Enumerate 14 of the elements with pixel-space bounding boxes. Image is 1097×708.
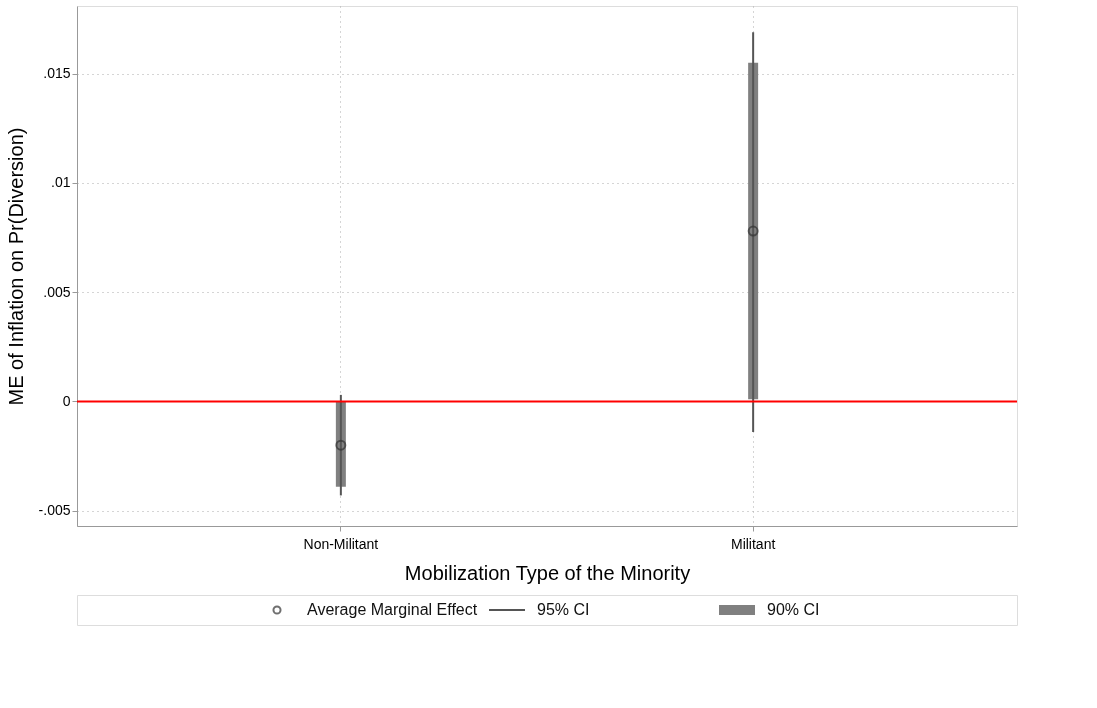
x-axis-title: Mobilization Type of the Minority: [404, 561, 691, 584]
x-tick-label: Militant: [730, 535, 776, 552]
y-tick-label: .01: [51, 174, 71, 191]
y-tick-label: 0: [62, 392, 71, 409]
legend-label: Average Marginal Effect: [307, 601, 478, 618]
bar: [339, 394, 342, 496]
y-tick-label: .015: [43, 65, 71, 82]
x-tick-label: Non-Militant: [303, 535, 379, 552]
y-tick-label: -.005: [38, 502, 71, 519]
y-tick-label: .005: [43, 283, 71, 300]
legend-label: 90% CI: [767, 601, 820, 618]
bar: [752, 32, 755, 433]
legend-label: 95% CI: [537, 601, 590, 618]
y-axis-title: ME of Inflation on Pr(Diversion): [4, 127, 27, 406]
